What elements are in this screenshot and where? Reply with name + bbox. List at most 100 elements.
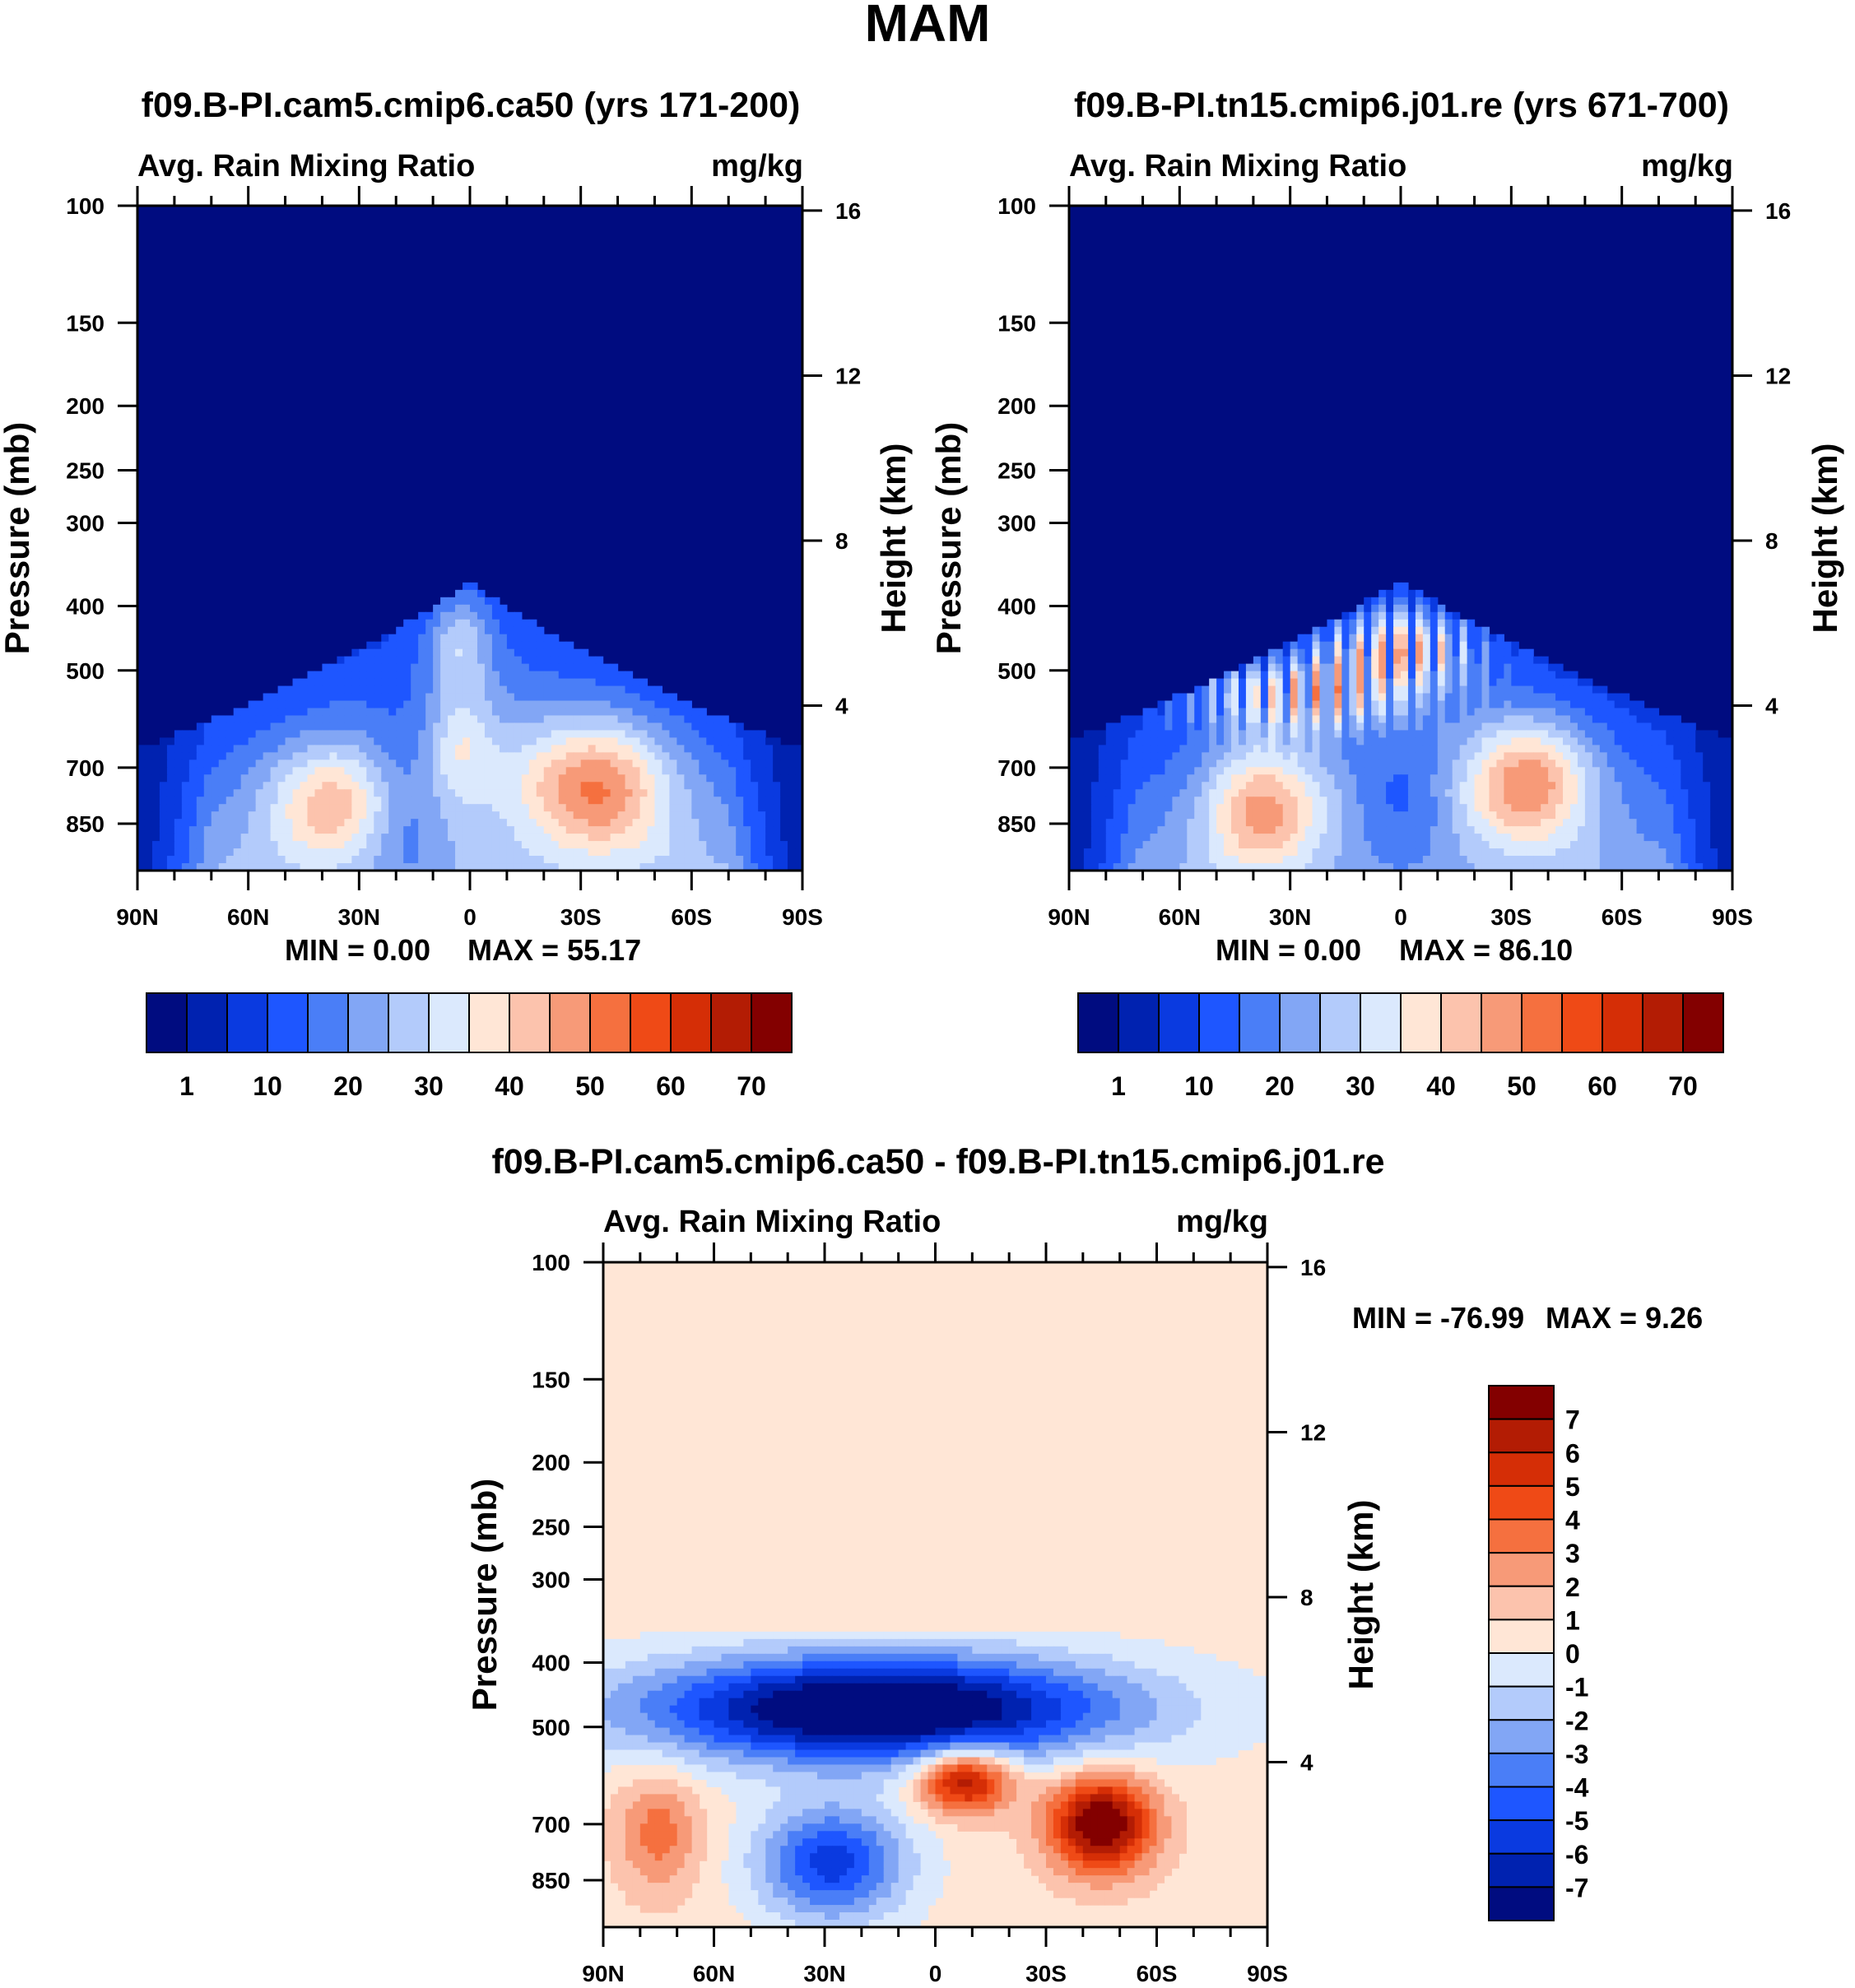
contour-cell xyxy=(337,797,345,805)
contour-cell xyxy=(780,856,788,864)
contour-cell xyxy=(381,671,389,680)
contour-cell xyxy=(1504,834,1512,842)
contour-cell xyxy=(381,641,389,650)
contour-cell xyxy=(292,834,301,842)
contour-cell xyxy=(1401,863,1409,871)
contour-cell xyxy=(773,834,781,842)
contour-cell xyxy=(1127,863,1137,871)
contour-cell xyxy=(366,819,374,827)
contour-cell xyxy=(196,804,205,812)
contour-cell xyxy=(536,708,545,717)
contour-cell xyxy=(137,841,146,849)
contour-cell xyxy=(470,641,478,650)
contour-cell xyxy=(1577,782,1586,790)
contour-cell xyxy=(1695,745,1704,753)
contour-cell xyxy=(359,752,367,760)
contour-cell xyxy=(1437,863,1446,871)
contour-cell xyxy=(1673,811,1681,820)
contour-cell xyxy=(1297,863,1306,871)
contour-cell xyxy=(1599,708,1608,717)
contour-cell xyxy=(1636,737,1645,746)
contour-cell xyxy=(714,759,722,768)
contour-cell xyxy=(1386,730,1394,738)
contour-cell xyxy=(1113,752,1122,760)
contour-cell xyxy=(491,611,500,620)
contour-cell xyxy=(654,759,663,768)
contour-cell xyxy=(418,841,426,849)
contour-cell xyxy=(337,811,345,820)
contour-cell xyxy=(1599,841,1608,849)
contour-cell xyxy=(440,841,449,849)
contour-cell xyxy=(1304,848,1313,857)
contour-cell xyxy=(536,641,545,650)
contour-cell xyxy=(1364,678,1372,687)
contour-cell xyxy=(1267,811,1276,820)
contour-cell xyxy=(1297,656,1306,665)
contour-cell xyxy=(1297,789,1306,797)
contour-cell xyxy=(181,826,190,834)
contour-cell xyxy=(1349,863,1357,871)
contour-cell xyxy=(1231,737,1239,746)
contour-cell xyxy=(1231,759,1239,768)
contour-cell xyxy=(1401,648,1409,657)
contour-cell xyxy=(1401,797,1409,805)
contour-cell xyxy=(1275,804,1284,812)
contour-cell xyxy=(1569,774,1578,783)
contour-cell xyxy=(1481,863,1490,871)
contour-cell xyxy=(1076,767,1085,775)
contour-cell xyxy=(196,745,205,753)
contour-cell xyxy=(181,819,190,827)
contour-cell xyxy=(418,671,426,680)
contour-cell xyxy=(1327,722,1335,732)
contour-cell xyxy=(1393,745,1402,753)
contour-cell xyxy=(425,656,434,665)
contour-cell xyxy=(248,759,257,768)
contour-cell xyxy=(1253,863,1262,871)
contour-cell xyxy=(448,700,456,709)
contour-cell xyxy=(1526,804,1534,812)
contour-cell xyxy=(411,693,419,702)
contour-cell xyxy=(595,774,604,783)
contour-cell xyxy=(337,767,345,775)
contour-cell xyxy=(1319,826,1328,834)
contour-cell xyxy=(1518,804,1527,812)
contour-cell xyxy=(1518,767,1527,775)
contour-cell xyxy=(484,767,493,775)
contour-cell xyxy=(359,819,367,827)
contour-cell xyxy=(654,848,663,857)
contour-cell xyxy=(639,700,649,709)
contour-cell xyxy=(1401,663,1409,672)
contour-cell xyxy=(1297,737,1306,746)
contour-cell xyxy=(639,759,649,768)
contour-cell xyxy=(1474,700,1483,709)
contour-cell xyxy=(1260,745,1269,753)
contour-cell xyxy=(240,782,249,790)
contour-cell xyxy=(144,826,153,834)
contour-cell xyxy=(1548,678,1556,687)
contour-cell xyxy=(381,826,389,834)
contour-cell xyxy=(1172,715,1180,724)
contour-cell xyxy=(188,848,198,857)
contour-cell xyxy=(1135,752,1144,760)
contour-cell xyxy=(374,863,382,871)
contour-cell xyxy=(1415,841,1424,849)
contour-cell xyxy=(144,841,153,849)
contour-cell xyxy=(499,671,508,680)
contour-cell xyxy=(795,774,803,783)
contour-cell xyxy=(795,804,803,812)
contour-cell xyxy=(1120,774,1129,783)
contour-cell xyxy=(1467,834,1476,842)
contour-cell xyxy=(1481,811,1490,820)
contour-cell xyxy=(528,663,537,672)
contour-cell xyxy=(1135,737,1144,746)
contour-cell xyxy=(1563,804,1571,812)
contour-cell xyxy=(1290,671,1299,680)
contour-cell xyxy=(676,700,685,709)
contour-cell xyxy=(1496,782,1504,790)
contour-cell xyxy=(1563,841,1571,849)
contour-cell xyxy=(484,700,493,709)
contour-cell xyxy=(669,730,677,738)
contour-cell xyxy=(1401,671,1409,680)
contour-cell xyxy=(1224,693,1232,702)
contour-cell xyxy=(1563,737,1571,746)
